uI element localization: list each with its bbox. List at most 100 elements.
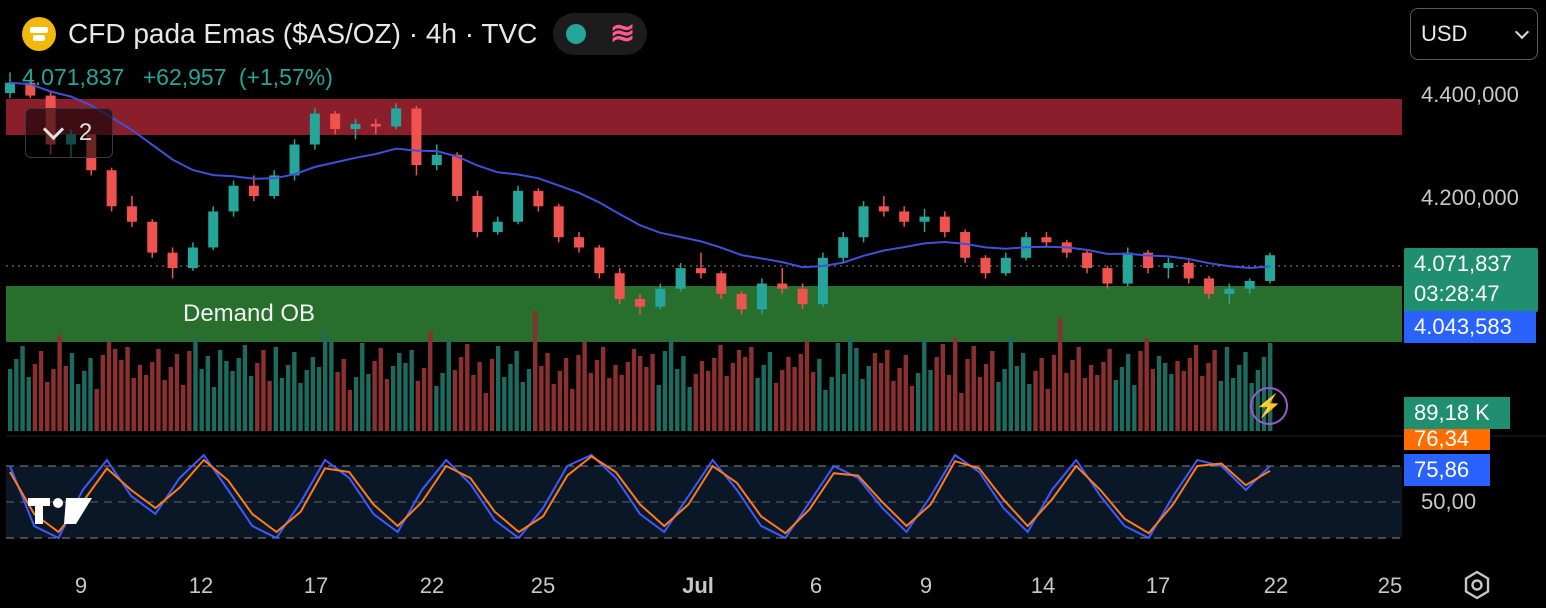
candle <box>817 252 828 307</box>
volume-bar <box>1045 389 1051 431</box>
candle <box>1183 260 1194 284</box>
volume-bar <box>471 375 476 431</box>
candle <box>330 111 341 135</box>
volume-bar <box>619 375 624 431</box>
volume-bar <box>323 330 328 431</box>
lightning-icon[interactable]: ⚡ <box>1250 387 1288 425</box>
volume-bar <box>298 383 303 431</box>
volume-bar <box>693 374 698 431</box>
volume-bar <box>798 354 803 431</box>
volume-bar <box>1020 353 1026 431</box>
market-status[interactable]: ≋ <box>553 13 648 55</box>
volume-bar <box>903 355 908 431</box>
volume-bar <box>390 366 396 431</box>
volume-bar <box>255 363 260 431</box>
volume-bar <box>224 361 229 431</box>
candle <box>899 206 910 227</box>
volume-bar <box>582 342 587 431</box>
volume-bar <box>57 335 62 431</box>
volume-bar <box>1039 358 1044 431</box>
volume-bar <box>1125 354 1131 431</box>
volume-bar <box>38 351 44 431</box>
wave-icon: ≋ <box>610 17 636 50</box>
candle <box>350 118 361 140</box>
candle <box>1244 278 1255 294</box>
currency-select[interactable]: USD <box>1410 8 1538 60</box>
time-label: 25 <box>530 573 556 598</box>
volume-bar <box>563 358 569 431</box>
candle <box>370 118 381 135</box>
volume-bar <box>588 373 593 431</box>
candle <box>147 219 158 258</box>
countdown: 03:28:47 <box>1414 281 1500 306</box>
market-open-icon <box>565 24 586 44</box>
volume-bar <box>242 345 248 431</box>
volume-bar <box>14 359 19 431</box>
volume-bar <box>520 382 526 431</box>
volume-bar <box>681 356 686 431</box>
price-change-line: 4.071,837 +62,957 (+1,57%) <box>22 64 333 91</box>
volume-bar <box>1132 385 1137 431</box>
volume-bar <box>1150 369 1156 431</box>
volume-bar <box>823 390 828 431</box>
candle <box>1163 257 1174 279</box>
volume-bar <box>1175 361 1180 431</box>
volume-bar <box>996 382 1001 431</box>
volume-badge: 89,18 K <box>1404 397 1510 429</box>
candle <box>960 229 971 263</box>
volume-bar <box>514 351 519 431</box>
time-label: 22 <box>1263 573 1289 598</box>
volume-bar <box>940 344 946 431</box>
volume-bar <box>489 359 495 431</box>
volume-bar <box>891 381 896 431</box>
indicator-legend-toggle[interactable]: 2 <box>25 108 113 158</box>
last-price: 4.071,837 <box>22 64 125 90</box>
symbol-title[interactable]: CFD pada Emas ($AS/OZ) · 4h · TVC <box>68 18 538 49</box>
volume-bar <box>193 338 198 431</box>
price-label-4200: 4.200,000 <box>1421 185 1519 210</box>
volume-bar <box>866 366 871 431</box>
volume-bar <box>415 381 421 431</box>
volume-bar <box>712 358 717 431</box>
volume-bar <box>928 370 933 431</box>
volume-bar <box>860 379 865 431</box>
time-label: 14 <box>1030 573 1056 598</box>
candle <box>980 255 991 279</box>
price-label-4400: 4.400,000 <box>1421 82 1519 107</box>
volume-bar <box>502 377 507 431</box>
price-change: +62,957 <box>142 64 227 90</box>
volume-bar <box>26 377 31 431</box>
candle <box>1224 283 1235 305</box>
currency-value: USD <box>1421 21 1468 46</box>
volume-bar <box>841 374 847 431</box>
demand-ob-label: Demand OB <box>183 300 316 327</box>
candle <box>1102 265 1113 289</box>
volume-bar <box>650 354 655 431</box>
volume-bar <box>267 381 272 431</box>
volume-bar <box>1230 378 1236 431</box>
volume-bar <box>835 343 841 431</box>
settings-icon[interactable] <box>1462 570 1492 600</box>
volume-bar <box>767 352 773 431</box>
volume-bar <box>384 379 390 431</box>
time-label: 17 <box>1145 573 1171 598</box>
volume-bar <box>607 378 612 431</box>
supply-zone <box>6 99 1402 135</box>
candle <box>411 105 422 176</box>
volume-bar <box>848 337 853 431</box>
volume-bar <box>452 370 458 431</box>
time-label: 25 <box>1377 573 1403 598</box>
candle <box>838 232 849 263</box>
volume-bar <box>292 352 297 431</box>
stoch-label-50: 50,00 <box>1421 489 1477 514</box>
volume-bar <box>20 346 25 431</box>
volume-bar <box>897 368 902 431</box>
volume-bar <box>211 387 217 431</box>
candle <box>574 232 585 253</box>
candle <box>391 103 402 130</box>
volume-bar <box>45 382 50 431</box>
volume-bar <box>662 351 668 431</box>
symbol-header: CFD pada Emas ($AS/OZ) · 4h · TVC ≋ <box>22 13 648 55</box>
candle <box>187 242 198 271</box>
volume-bar <box>180 385 186 431</box>
